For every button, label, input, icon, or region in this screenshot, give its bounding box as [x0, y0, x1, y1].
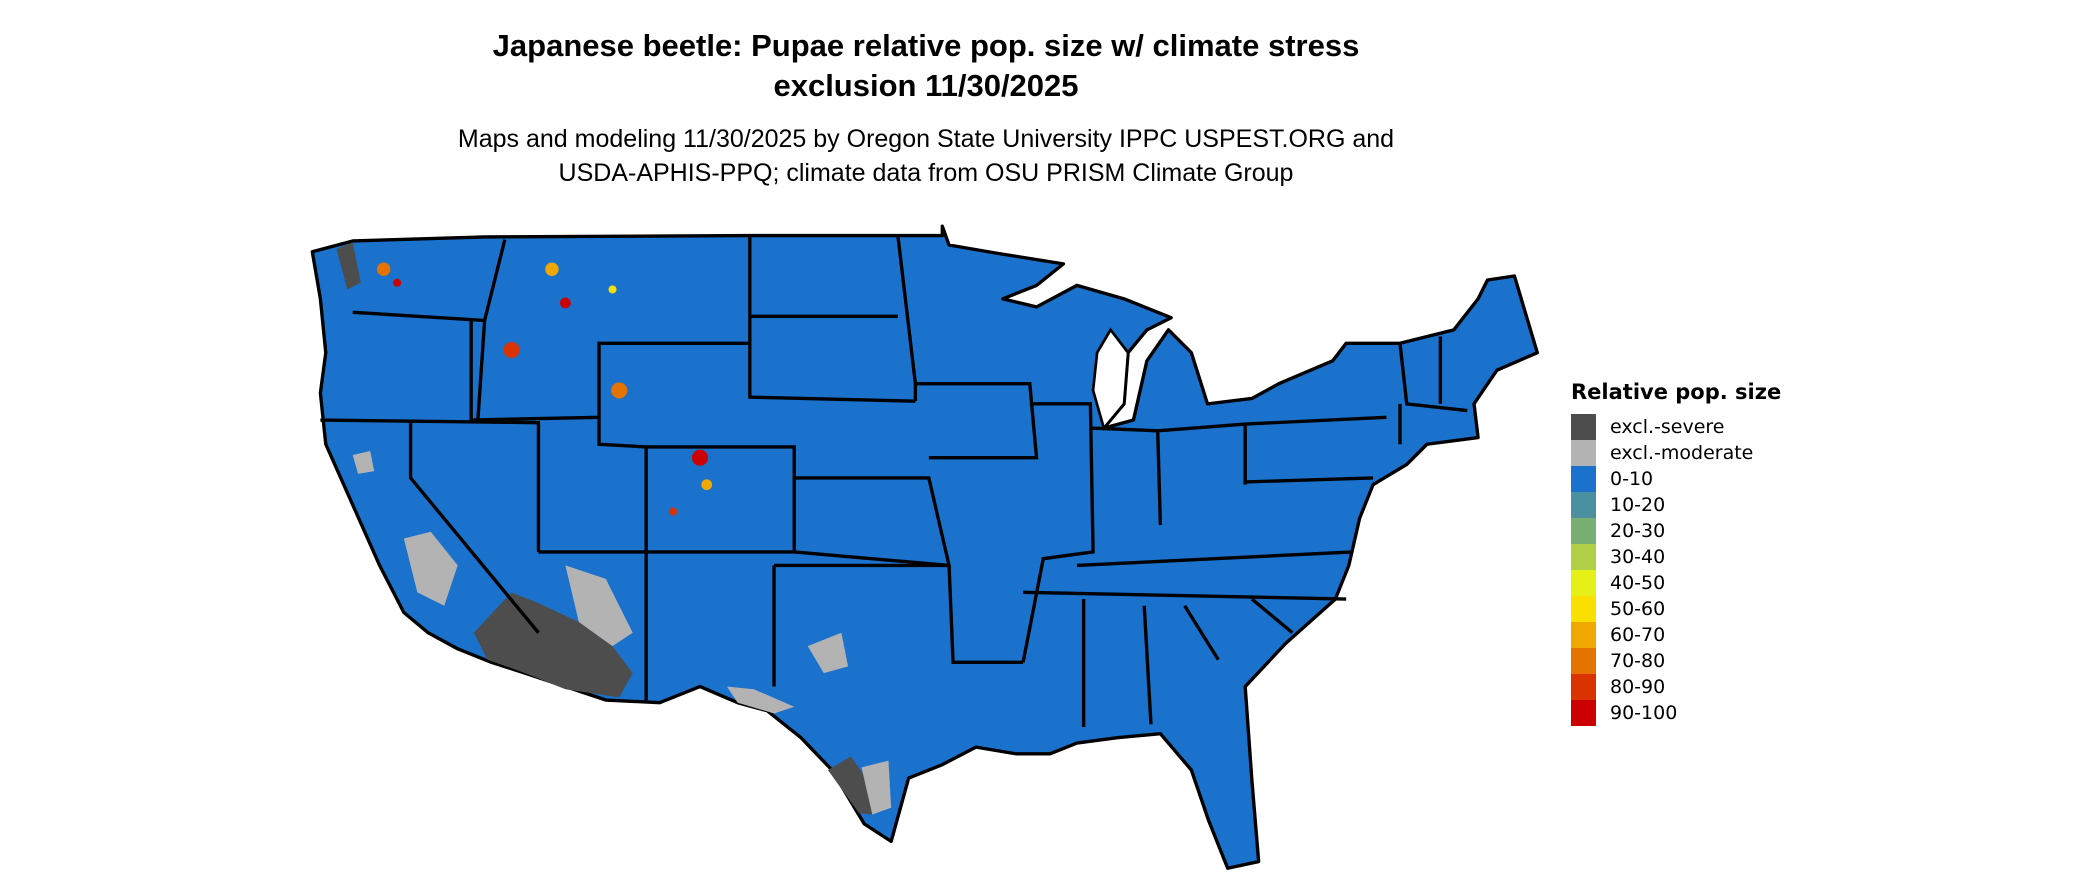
legend-swatch — [1571, 622, 1596, 648]
map-subtitle: Maps and modeling 11/30/2025 by Oregon S… — [0, 122, 1852, 190]
legend-label: 0-10 — [1610, 468, 1654, 490]
legend-swatch — [1571, 596, 1596, 622]
legend-item: excl.-severe — [1571, 414, 1781, 440]
legend-label: excl.-severe — [1610, 416, 1725, 438]
legend-swatch — [1571, 570, 1596, 596]
legend-item: 40-50 — [1571, 570, 1781, 596]
legend-swatch — [1571, 648, 1596, 674]
legend-title: Relative pop. size — [1571, 380, 1782, 404]
legend-swatch — [1571, 466, 1596, 492]
legend: Relative pop. size excl.-severe excl.-mod… — [1571, 380, 1781, 726]
legend-label: 90-100 — [1610, 702, 1678, 724]
legend-swatch — [1571, 700, 1596, 726]
map-title: Japanese beetle: Pupae relative pop. siz… — [0, 26, 1852, 106]
legend-swatch — [1571, 544, 1596, 570]
legend-swatch — [1571, 674, 1596, 700]
legend-item: 90-100 — [1571, 700, 1781, 726]
legend-label: 30-40 — [1610, 546, 1666, 568]
state-borders — [320, 235, 1468, 727]
legend-item: 20-30 — [1571, 518, 1781, 544]
legend-swatch — [1571, 414, 1596, 440]
legend-label: 40-50 — [1610, 572, 1666, 594]
legend-label: 20-30 — [1610, 520, 1666, 542]
legend-item: 80-90 — [1571, 674, 1781, 700]
legend-label: 60-70 — [1610, 624, 1666, 646]
legend-label: 70-80 — [1610, 650, 1666, 672]
subtitle-line-2: USDA-APHIS-PPQ; climate data from OSU PR… — [558, 159, 1294, 187]
legend-label: 10-20 — [1610, 494, 1666, 516]
legend-item: 30-40 — [1571, 544, 1781, 570]
title-line-1: Japanese beetle: Pupae relative pop. siz… — [492, 28, 1360, 63]
legend-item: excl.-moderate — [1571, 440, 1781, 466]
legend-item: 70-80 — [1571, 648, 1781, 674]
legend-swatch — [1571, 440, 1596, 466]
high-suitability-speckles — [376, 262, 713, 516]
exclusion-moderate-areas — [352, 450, 892, 815]
legend-label: 50-60 — [1610, 598, 1666, 620]
legend-item: 60-70 — [1571, 622, 1781, 648]
legend-swatch — [1571, 492, 1596, 518]
legend-label: 80-90 — [1610, 676, 1666, 698]
legend-label: excl.-moderate — [1610, 442, 1754, 464]
legend-item: 50-60 — [1571, 596, 1781, 622]
subtitle-line-1: Maps and modeling 11/30/2025 by Oregon S… — [457, 125, 1395, 153]
legend-item: 0-10 — [1571, 466, 1781, 492]
exclusion-severe-areas — [336, 242, 873, 815]
us-outline — [310, 224, 1539, 870]
title-line-2: exclusion 11/30/2025 — [773, 68, 1079, 103]
legend-swatch — [1571, 518, 1596, 544]
legend-item: 10-20 — [1571, 492, 1781, 518]
